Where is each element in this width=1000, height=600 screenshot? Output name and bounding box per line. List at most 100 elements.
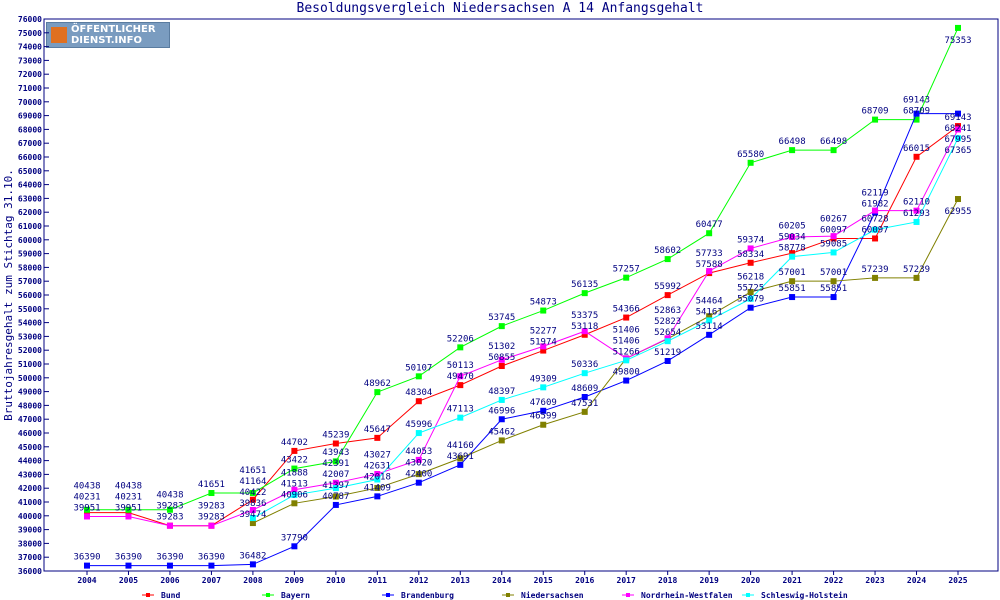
data-label: 50855 [488, 353, 515, 363]
data-point [747, 295, 754, 302]
data-label: 57001 [820, 268, 847, 278]
x-tick-label: 2014 [492, 576, 511, 585]
data-label: 39283 [156, 513, 183, 523]
x-tick-label: 2015 [534, 576, 553, 585]
data-point [623, 274, 630, 281]
data-label: 40906 [281, 490, 308, 500]
data-point [540, 421, 547, 428]
data-point [374, 471, 381, 478]
x-tick-label: 2004 [77, 576, 96, 585]
data-point [664, 338, 671, 345]
legend-label: Nordrhein-Westfalen [641, 590, 733, 600]
data-label: 55992 [654, 282, 681, 292]
data-label: 42018 [364, 472, 391, 482]
data-label: 43943 [322, 448, 349, 458]
x-tick-label: 2012 [409, 576, 428, 585]
data-point [457, 461, 464, 468]
data-label: 41651 [239, 466, 266, 476]
data-point [747, 159, 754, 166]
legend-marker [746, 593, 750, 597]
y-tick-label: 76000 [18, 15, 42, 24]
data-label: 52206 [447, 334, 474, 344]
legend-marker [386, 593, 390, 597]
data-label: 51974 [530, 338, 557, 348]
y-tick-label: 70000 [18, 98, 42, 107]
data-label: 48304 [405, 388, 432, 398]
data-point [581, 328, 588, 335]
data-label: 51406 [613, 325, 640, 335]
data-point [830, 294, 837, 301]
data-label: 48962 [364, 379, 391, 389]
data-label: 57733 [696, 249, 723, 259]
y-tick-label: 46000 [18, 429, 42, 438]
x-tick-label: 2013 [451, 576, 470, 585]
data-point [374, 484, 381, 491]
data-point [955, 24, 961, 31]
data-point [955, 123, 961, 130]
y-tick-label: 45000 [18, 443, 42, 452]
data-point [498, 437, 505, 444]
data-label: 57257 [613, 265, 640, 275]
data-label: 61982 [862, 199, 889, 209]
data-label: 58778 [779, 244, 806, 254]
data-label: 69143 [903, 96, 930, 106]
data-label: 43020 [405, 459, 432, 469]
data-point [747, 245, 754, 252]
legend-marker [626, 593, 630, 597]
y-tick-label: 54000 [18, 319, 42, 328]
y-tick-label: 66000 [18, 153, 42, 162]
x-tick-label: 2022 [824, 576, 843, 585]
legend-label: Bayern [281, 591, 310, 600]
data-label: 58334 [737, 250, 764, 260]
data-point [789, 233, 796, 240]
y-tick-label: 64000 [18, 181, 42, 190]
data-point [623, 314, 630, 321]
legend-marker [266, 593, 270, 597]
data-point [415, 456, 422, 463]
data-point [374, 389, 381, 396]
data-label: 75353 [944, 36, 971, 46]
data-label: 57588 [696, 260, 723, 270]
data-point [581, 290, 588, 297]
data-label: 68709 [862, 107, 889, 117]
data-point [291, 543, 298, 550]
data-label: 54161 [696, 307, 723, 317]
y-tick-label: 63000 [18, 194, 42, 203]
data-label: 47609 [530, 398, 557, 408]
data-label: 42007 [322, 470, 349, 480]
data-point [913, 218, 920, 225]
data-point [789, 147, 796, 154]
y-tick-label: 50000 [18, 374, 42, 383]
data-point [872, 207, 879, 214]
data-point [291, 465, 298, 472]
logo-text-2: DIENST.INFO [71, 35, 142, 46]
data-label: 36390 [156, 553, 183, 563]
data-label: 40422 [239, 488, 266, 498]
data-label: 48397 [488, 387, 515, 397]
data-label: 68241 [944, 124, 971, 134]
data-label: 55725 [737, 284, 764, 294]
data-point [249, 496, 256, 503]
data-point [955, 110, 961, 117]
data-point [249, 515, 256, 522]
data-point [332, 501, 339, 508]
data-label: 65580 [737, 150, 764, 160]
data-label: 60477 [696, 220, 723, 230]
x-tick-label: 2008 [243, 576, 262, 585]
data-label: 42631 [364, 461, 391, 471]
data-label: 36482 [239, 551, 266, 561]
y-tick-label: 38000 [18, 539, 42, 548]
data-point [415, 373, 422, 380]
data-label: 54873 [530, 298, 557, 308]
data-point [498, 416, 505, 423]
data-point [913, 274, 920, 281]
y-tick-label: 65000 [18, 167, 42, 176]
x-tick-label: 2005 [119, 576, 138, 585]
data-label: 44702 [281, 438, 308, 448]
data-point [84, 506, 90, 513]
data-point [913, 116, 920, 123]
data-label: 62955 [944, 207, 971, 217]
data-label: 42400 [405, 470, 432, 480]
data-label: 50336 [571, 360, 598, 370]
data-label: 41409 [364, 483, 391, 493]
